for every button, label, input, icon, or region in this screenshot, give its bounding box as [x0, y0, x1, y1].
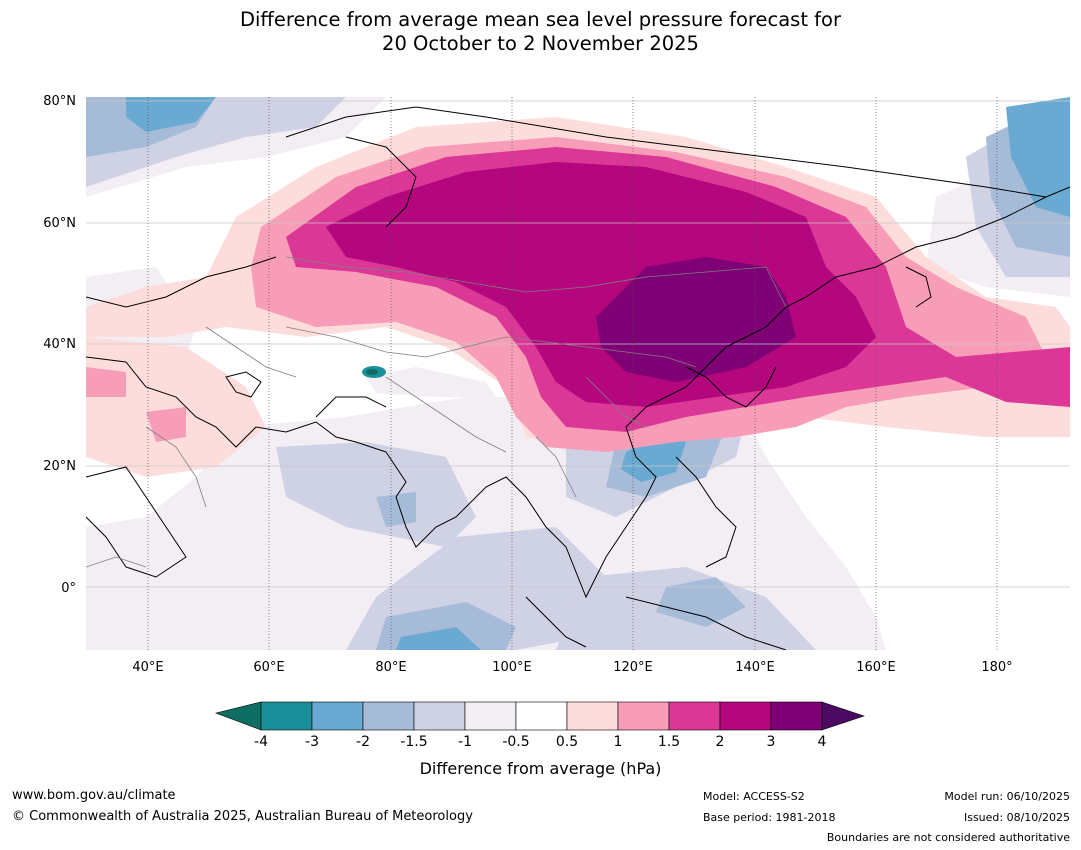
lat-label-40n: 40°N: [43, 337, 76, 352]
colorbar-tick-minus-4: -4: [254, 734, 268, 750]
bom-url[interactable]: www.bom.gov.au/climate: [12, 788, 176, 803]
colorbar-swatch-6: [515, 701, 568, 731]
lat-label-0: 0°: [61, 581, 76, 596]
colorbar-extend-low: [214, 701, 262, 731]
colorbar-tick-minus-0.5: -0.5: [502, 734, 530, 750]
lon-label-60e: 60°E: [253, 660, 285, 675]
country-borders: [86, 256, 787, 568]
lon-label-120e: 120°E: [613, 660, 653, 675]
lon-label-40e: 40°E: [132, 660, 164, 675]
colorbar-tick-plus-1.5: 1.5: [657, 734, 681, 750]
colorbar: [214, 701, 865, 731]
colorbar-swatch-8: [617, 701, 670, 731]
base-period: Base period: 1981-2018: [703, 811, 836, 824]
graticule: [86, 100, 1070, 588]
colorbar-extend-high: [821, 701, 865, 731]
copyright-text: © Commonwealth of Australia 2025, Austra…: [12, 809, 473, 824]
colorbar-swatch-9: [668, 701, 721, 731]
colorbar-tick-plus-0.5: 0.5: [555, 734, 579, 750]
colorbar-swatch-1: [260, 701, 313, 731]
title-line-2: 20 October to 2 November 2025: [382, 32, 699, 55]
colorbar-tick-minus-1.5: -1.5: [400, 734, 428, 750]
colorbar-swatch-11: [770, 701, 823, 731]
boundaries-disclaimer: Boundaries are not considered authoritat…: [826, 831, 1070, 844]
colorbar-tick-minus-2: -2: [356, 734, 370, 750]
map-title: Difference from average mean sea level p…: [0, 8, 1081, 56]
title-line-1: Difference from average mean sea level p…: [240, 8, 841, 31]
colorbar-swatch-4: [413, 701, 466, 731]
colorbar-tick-plus-1: 1: [613, 734, 623, 750]
colorbar-swatch-10: [719, 701, 772, 731]
model-name: Model: ACCESS-S2: [703, 790, 805, 803]
colorbar-swatch-3: [362, 701, 415, 731]
anomaly-fill-plus-3: [596, 257, 796, 382]
colorbar-tick-minus-1: -1: [458, 734, 472, 750]
colorbar-swatch-5: [464, 701, 517, 731]
colorbar-tick-plus-2: 2: [715, 734, 725, 750]
lat-label-80n: 80°N: [43, 94, 76, 109]
model-run-date: Model run: 06/10/2025: [944, 790, 1070, 803]
lon-label-160e: 160°E: [856, 660, 896, 675]
anomaly-fill-minus-2: [126, 97, 1070, 650]
pressure-anomaly-map: [86, 97, 1070, 650]
colorbar-tick-plus-4: 4: [817, 734, 827, 750]
lon-label-100e: 100°E: [492, 660, 532, 675]
colorbar-title: Difference from average (hPa): [419, 759, 662, 778]
colorbar-swatch-2: [311, 701, 364, 731]
lat-label-20n: 20°N: [43, 459, 76, 474]
lat-label-60n: 60°N: [43, 216, 76, 231]
colorbar-swatch-7: [566, 701, 619, 731]
lon-label-180: 180°: [981, 660, 1013, 675]
lon-label-80e: 80°E: [375, 660, 407, 675]
lon-label-140e: 140°E: [735, 660, 775, 675]
colorbar-tick-minus-3: -3: [305, 734, 319, 750]
coastlines: [86, 106, 1070, 650]
colorbar-tick-plus-3: 3: [766, 734, 776, 750]
issued-date: Issued: 08/10/2025: [963, 811, 1070, 824]
